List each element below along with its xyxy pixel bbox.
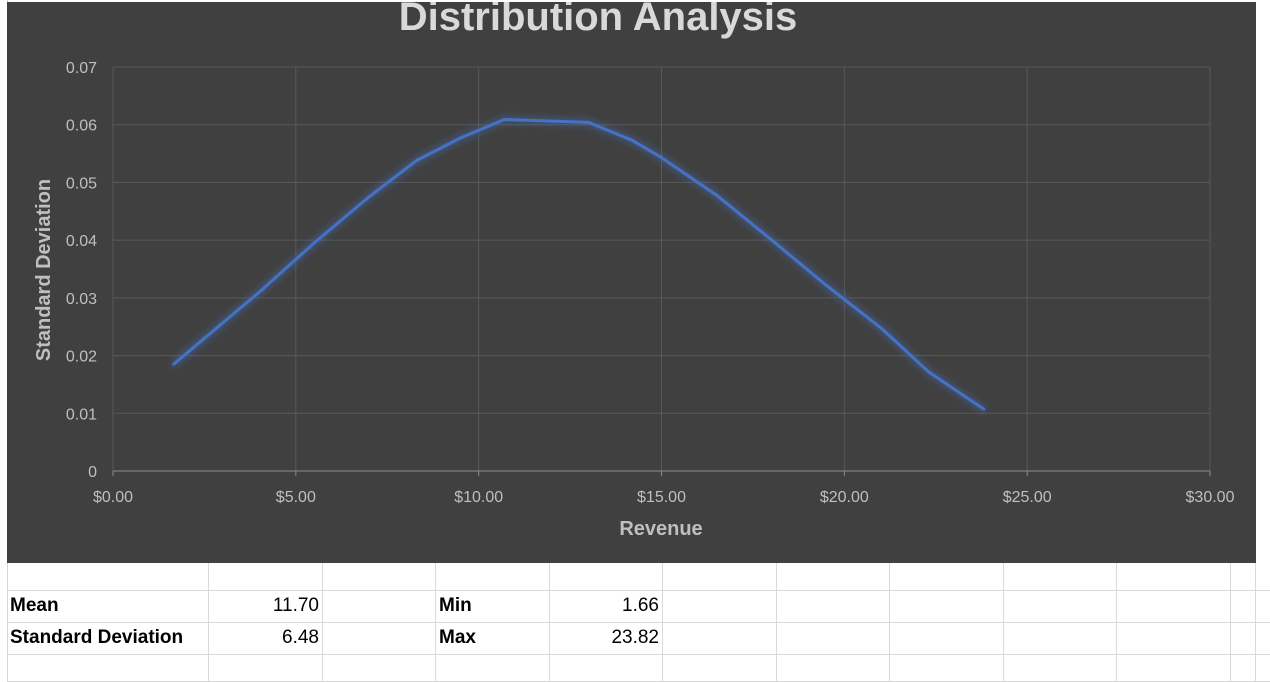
x-tick-label: $30.00 [1186, 489, 1235, 506]
y-tick-label: 0.04 [66, 233, 97, 250]
cell[interactable] [209, 655, 323, 681]
cell[interactable] [323, 591, 436, 622]
sheet-row [7, 655, 1270, 682]
x-tick-label: $10.00 [454, 489, 503, 506]
cell[interactable] [7, 655, 209, 681]
max-value[interactable]: 23.82 [550, 623, 663, 654]
cell[interactable] [7, 563, 209, 590]
y-tick-label: 0.02 [66, 349, 97, 366]
y-tick-label: 0.05 [66, 175, 97, 192]
y-tick-label: 0.06 [66, 118, 97, 135]
cell[interactable] [777, 591, 890, 622]
x-tick-label: $0.00 [93, 489, 133, 506]
cell[interactable] [1004, 623, 1117, 654]
cell[interactable] [436, 655, 550, 681]
cell[interactable] [890, 563, 1004, 590]
cell[interactable] [663, 591, 777, 622]
cell[interactable] [436, 563, 550, 590]
cell[interactable] [890, 655, 1004, 681]
cell[interactable] [550, 563, 663, 590]
cell[interactable] [1004, 591, 1117, 622]
min-value[interactable]: 1.66 [550, 591, 663, 622]
cell[interactable] [1231, 563, 1256, 590]
cell[interactable] [890, 623, 1004, 654]
cell[interactable] [550, 655, 663, 681]
x-tick-label: $20.00 [820, 489, 869, 506]
cell[interactable] [777, 655, 890, 681]
cell[interactable] [663, 623, 777, 654]
cell[interactable] [1117, 563, 1231, 590]
cell[interactable] [1004, 563, 1117, 590]
max-label[interactable]: Max [436, 623, 550, 654]
cell[interactable] [1231, 623, 1256, 654]
cell[interactable] [323, 563, 436, 590]
cell[interactable] [1231, 591, 1256, 622]
y-tick-label: 0.03 [66, 291, 97, 308]
cell[interactable] [1231, 655, 1256, 681]
x-axis-title: Revenue [619, 518, 702, 540]
cell[interactable] [323, 623, 436, 654]
x-tick-label: $15.00 [637, 489, 686, 506]
cell[interactable] [663, 655, 777, 681]
min-label[interactable]: Min [436, 591, 550, 622]
cell[interactable] [777, 623, 890, 654]
sd-value[interactable]: 6.48 [209, 623, 323, 654]
cell[interactable] [890, 591, 1004, 622]
chart-svg: Distribution Analysis $0.00 $5.00 $10.00 $1… [33, 2, 1235, 540]
cell[interactable] [1117, 655, 1231, 681]
cell[interactable] [1004, 655, 1117, 681]
y-tick-label: 0.07 [66, 60, 97, 77]
sheet-row [7, 563, 1270, 591]
cell[interactable] [323, 655, 436, 681]
y-tick-label: 0.01 [66, 406, 97, 423]
y-tick-label: 0 [88, 464, 97, 481]
cell[interactable] [663, 563, 777, 590]
sd-label[interactable]: Standard Deviation [7, 623, 209, 654]
cell[interactable] [1117, 623, 1231, 654]
cell[interactable] [1117, 591, 1231, 622]
sheet-row-mean: Mean 11.70 Min 1.66 [7, 591, 1270, 623]
chart-title: Distribution Analysis [399, 2, 798, 39]
sheet-row-sd: Standard Deviation 6.48 Max 23.82 [7, 623, 1270, 655]
cell[interactable] [209, 563, 323, 590]
series-line[interactable] [172, 118, 986, 411]
y-axis-title: Standard Deviation [33, 179, 55, 361]
mean-value[interactable]: 11.70 [209, 591, 323, 622]
cell[interactable] [777, 563, 890, 590]
mean-label[interactable]: Mean [7, 591, 209, 622]
spreadsheet-grid: Mean 11.70 Min 1.66 Standard Deviation 6… [7, 563, 1270, 682]
x-tick-label: $5.00 [276, 489, 316, 506]
x-tick-label: $25.00 [1003, 489, 1052, 506]
distribution-chart[interactable]: Distribution Analysis $0.00 $5.00 $10.00 $1… [7, 2, 1256, 563]
